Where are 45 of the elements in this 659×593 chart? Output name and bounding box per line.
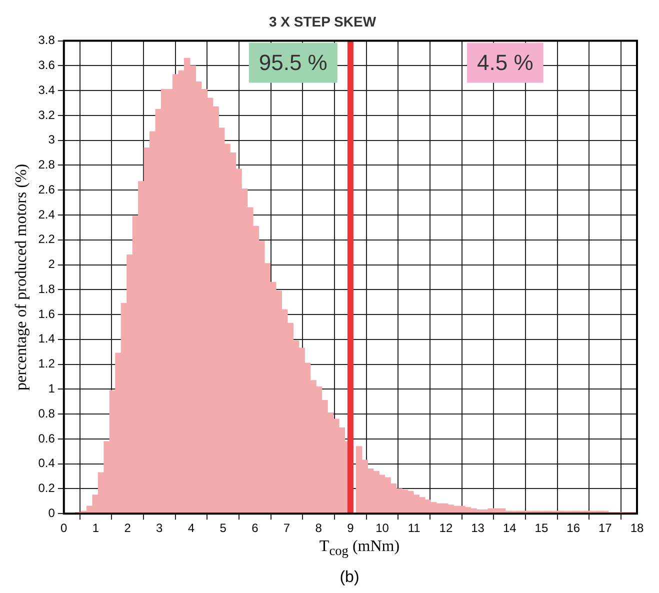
x-tick-label: 0 [60,521,68,536]
y-tick-label: 0.6 [38,431,56,446]
text: (b) [338,569,360,588]
x-tick-label: 4 [188,521,195,536]
y-tick-label: 0.2 [38,481,56,496]
x-tick-label: 14 [502,521,517,536]
y-tick-label: 1.6 [38,306,56,321]
chart-title: 3 X STEP SKEW [268,13,377,30]
x-tick-label: 13 [471,521,485,536]
y-tick-label: 3.6 [38,58,56,72]
x-tick-label: 10 [376,521,390,536]
y-tick-label: 3.4 [38,82,56,97]
y-tick-label: 2.2 [38,232,56,246]
y-tick-label: 1 [48,381,56,396]
y-tick-label: 2.6 [38,182,56,196]
y-tick-label: 2.8 [38,158,56,172]
y-tick-label: 0 [48,506,56,520]
y-tick-label: 3.8 [38,33,56,48]
annotation: 95.5 % [258,50,328,75]
x-tick-label: 11 [408,521,421,536]
x-tick-label: 2 [124,521,132,536]
x-tick-label: 1 [92,521,100,536]
x-tick-label: 18 [630,521,644,536]
x-tick-label: 3 [156,521,164,536]
y-tick-label: 2 [48,257,56,272]
x-tick-label: 8 [315,521,322,536]
y-tick-label: 2.4 [38,207,56,222]
x-tick-label: 7 [283,521,290,536]
y-tick-label: 0.8 [38,406,56,420]
x-axis-title: T$_{cog}$ (mNm) [318,538,401,560]
y-tick-label: 0.4 [38,456,56,470]
x-tick-label: 6 [252,521,259,536]
x-tick-label: 15 [534,521,548,536]
x-tick-label: 5 [220,521,227,536]
annotation: 4.5 % [477,50,534,75]
y-axis-title: percentage of produced motors (%) [12,164,30,390]
y-tick-label: 1.8 [38,282,56,296]
y-tick-label: 1.4 [38,332,56,346]
x-tick-label: 16 [566,521,580,536]
x-tick-label: 9 [347,521,354,536]
y-tick-label: 3 [48,132,56,147]
y-tick-label: 1.2 [38,356,56,371]
y-tick-label: 3.2 [38,108,56,122]
x-tick-label: 12 [439,521,453,536]
x-tick-label: 17 [598,521,612,536]
